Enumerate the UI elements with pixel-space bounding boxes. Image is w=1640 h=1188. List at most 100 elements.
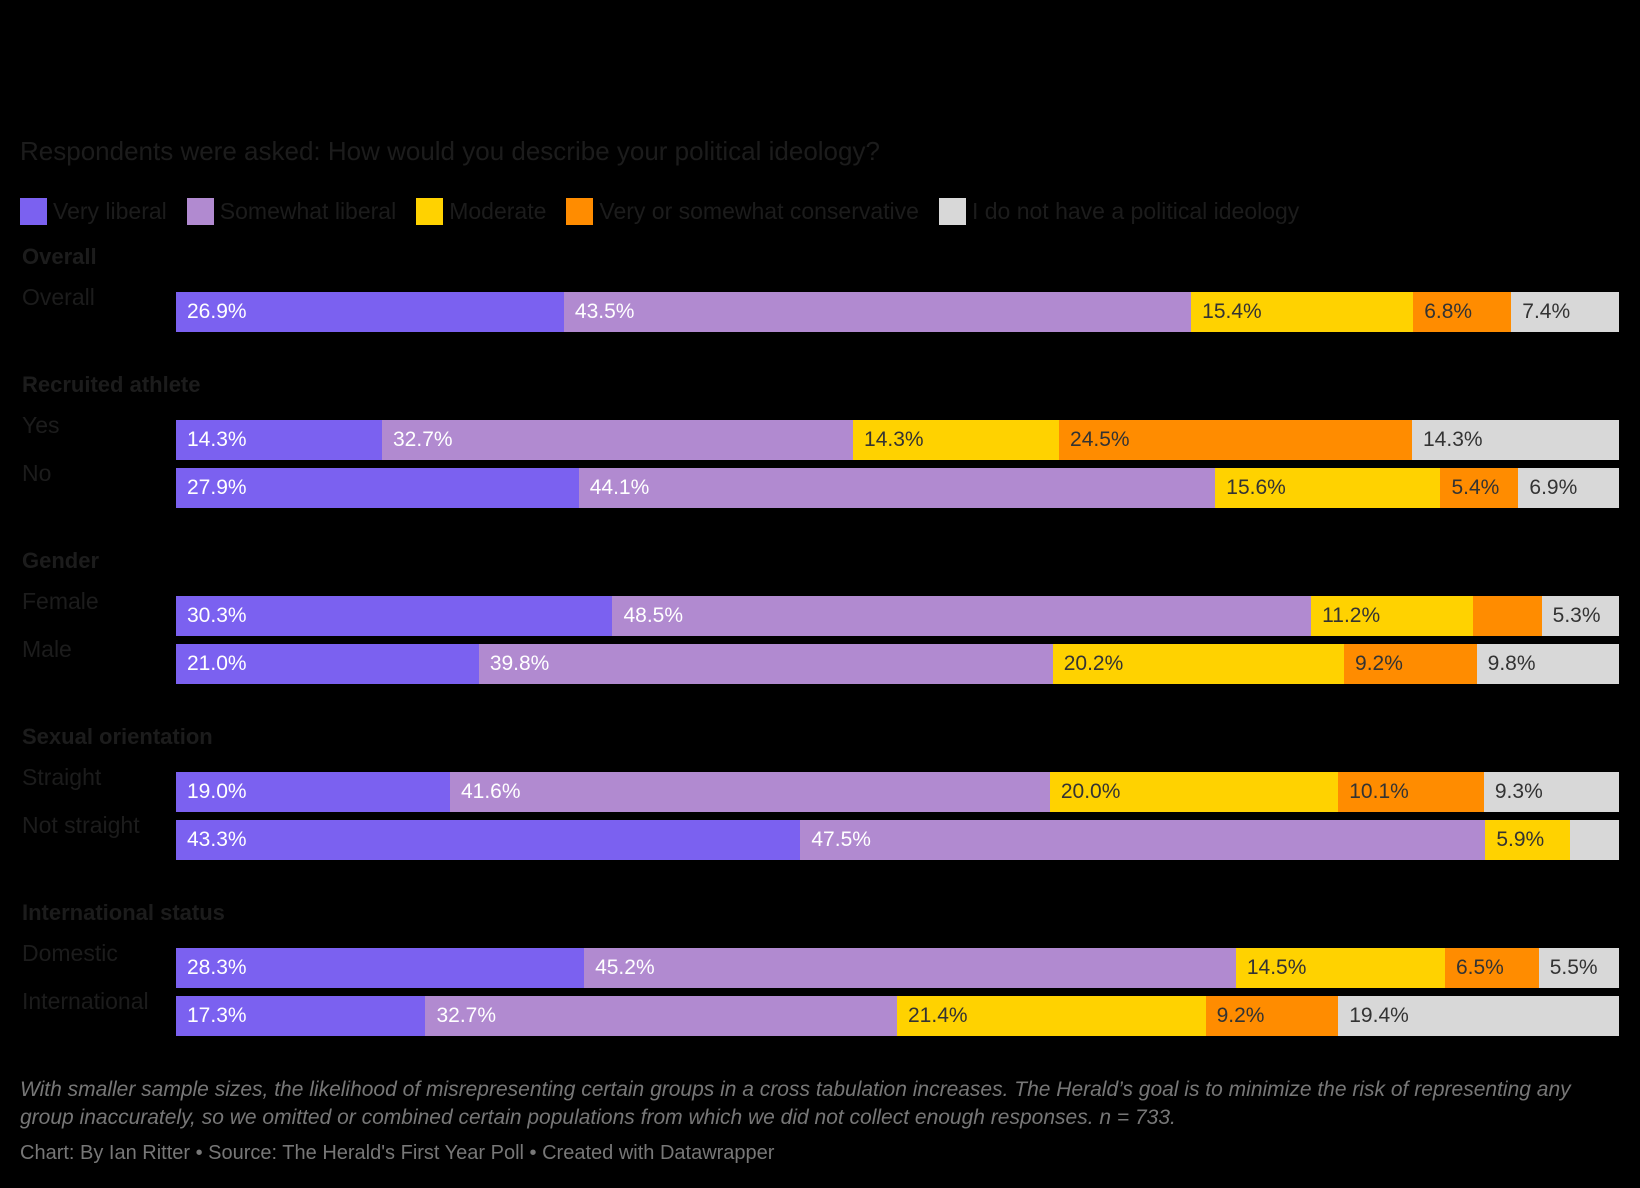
bar-value-label: 6.9%: [1529, 476, 1578, 499]
bar-segment-very-liberal: 27.9%: [176, 468, 580, 508]
bar-segment-conservative: 9.2%: [1344, 644, 1479, 684]
legend-label-very-liberal: Very liberal: [53, 197, 167, 224]
row-label-domestic: Domestic: [22, 940, 118, 966]
bar-straight: 19.0% 41.6% 20.0% 10.1% 9.3%: [176, 772, 1619, 812]
row-label-overall: Overall: [22, 284, 95, 310]
bar-value-label: 39.8%: [489, 652, 550, 675]
bar-segment-moderate: 11.2%: [1311, 596, 1474, 636]
legend-label-conservative: Very or somewhat conservative: [599, 197, 919, 224]
legend-item-moderate: Moderate: [416, 197, 547, 225]
chart-byline: Chart: By Ian Ritter • Source: The Heral…: [20, 1142, 775, 1164]
bar-segment-moderate: 15.6%: [1215, 468, 1442, 508]
bar-segment-very-liberal: 26.9%: [176, 292, 565, 332]
bar-not-straight: 43.3% 47.5% 5.9%: [176, 820, 1620, 860]
bar-domestic: 28.3% 45.2% 14.5% 6.5% 5.5%: [176, 948, 1619, 988]
row-label-international: International: [22, 988, 149, 1014]
bar-value-label: 6.5%: [1455, 956, 1504, 979]
bar-segment-very-liberal: 17.3%: [176, 996, 426, 1036]
bar-segment-moderate: 5.9%: [1485, 820, 1572, 860]
bar-segment-conservative: 9.2%: [1205, 996, 1340, 1036]
bar-value-label: 5.5%: [1549, 956, 1598, 979]
group-title-international-status: International status: [22, 900, 225, 925]
row-label-straight: Straight: [22, 764, 102, 790]
bar-segment-no-ideology: 14.3%: [1412, 420, 1619, 460]
bar-segment-very-liberal: 19.0%: [176, 772, 451, 812]
legend-label-somewhat-liberal: Somewhat liberal: [219, 197, 397, 224]
legend-label-no-ideology: I do not have a political ideology: [971, 197, 1300, 224]
bar-segment-no-ideology: 6.9%: [1518, 468, 1620, 508]
legend-label-moderate: Moderate: [449, 197, 547, 224]
bar-segment-no-ideology: 19.4%: [1338, 996, 1620, 1036]
bar-segment-conservative: 24.5%: [1059, 420, 1414, 460]
chart-legend: Very liberal Somewhat liberal Moderate V…: [20, 196, 1319, 226]
bar-value-label: 19.0%: [187, 780, 247, 803]
bar-segment-moderate: 21.4%: [897, 996, 1207, 1036]
bar-value-label: 47.5%: [811, 828, 871, 851]
bar-segment-very-liberal: 30.3%: [176, 596, 613, 636]
bar-value-label: 43.3%: [187, 828, 247, 851]
bar-segment-somewhat-liberal: 48.5%: [612, 596, 1313, 636]
bar-segment-very-liberal: 21.0%: [176, 644, 480, 684]
bar-athlete-no: 27.9% 44.1% 15.6% 5.4% 6.9%: [176, 468, 1620, 508]
legend-swatch-somewhat-liberal: [186, 197, 214, 225]
bar-value-label: 9.8%: [1487, 652, 1536, 675]
group-title-sexual-orientation: Sexual orientation: [22, 724, 213, 749]
bar-segment-moderate: 20.2%: [1052, 644, 1345, 684]
bar-segment-no-ideology: 5.3%: [1541, 596, 1619, 636]
row-label-female: Female: [22, 588, 99, 614]
group-title-overall: Overall: [22, 244, 97, 269]
bar-value-label: 32.7%: [436, 1004, 497, 1027]
legend-item-conservative: Very or somewhat conservative: [566, 197, 919, 225]
bar-value-label: 14.3%: [1423, 428, 1483, 451]
bar-value-label: 7.4%: [1522, 300, 1571, 323]
bar-segment-conservative: 5.4%: [1440, 468, 1520, 508]
bar-value-label: 5.3%: [1552, 604, 1601, 627]
bar-international: 17.3% 32.7% 21.4% 9.2% 19.4%: [176, 996, 1620, 1036]
bar-segment-moderate: 20.0%: [1049, 772, 1339, 812]
bar-value-label: 24.5%: [1070, 428, 1130, 451]
bar-value-label: 45.2%: [595, 956, 655, 979]
bar-value-label: 20.0%: [1060, 780, 1121, 803]
legend-swatch-no-ideology: [938, 197, 966, 225]
bar-value-label: 20.2%: [1063, 652, 1124, 675]
bar-segment-moderate: 14.5%: [1235, 948, 1446, 988]
bar-segment-no-ideology: 7.4%: [1511, 292, 1620, 332]
bar-segment-very-liberal: 28.3%: [176, 948, 585, 988]
bar-value-label: 9.2%: [1355, 652, 1403, 675]
bar-segment-conservative: 6.8%: [1413, 292, 1513, 332]
bar-value-label: 10.1%: [1349, 780, 1409, 803]
bar-segment-somewhat-liberal: 43.5%: [563, 292, 1192, 332]
bar-segment-moderate: 14.3%: [853, 420, 1061, 460]
chart-notes: With smaller sample sizes, the likelihoo…: [20, 1078, 1571, 1129]
bar-segment-somewhat-liberal: 47.5%: [800, 820, 1487, 860]
row-label-male: Male: [22, 636, 72, 662]
bar-value-label: 21.0%: [187, 652, 247, 675]
bar-value-label: 17.3%: [187, 1004, 247, 1027]
bar-athlete-yes: 14.3% 32.7% 14.3% 24.5% 14.3%: [176, 420, 1619, 460]
bar-segment-no-ideology: [1570, 820, 1620, 860]
bar-value-label: 14.3%: [864, 428, 924, 451]
bar-value-label: 19.4%: [1349, 1004, 1409, 1027]
bar-segment-moderate: 15.4%: [1191, 292, 1415, 332]
group-title-gender: Gender: [22, 548, 100, 573]
bar-segment-somewhat-liberal: 39.8%: [478, 644, 1054, 684]
bar-value-label: 30.3%: [187, 604, 247, 627]
group-title-recruited-athlete: Recruited athlete: [22, 372, 201, 397]
bar-segment-somewhat-liberal: 32.7%: [382, 420, 854, 460]
bar-value-label: 15.4%: [1202, 300, 1262, 323]
row-label-no: No: [22, 460, 52, 486]
bar-value-label: 41.6%: [460, 780, 521, 803]
chart-subtitle: Respondents were asked: How would you de…: [20, 136, 880, 166]
bar-segment-no-ideology: 9.8%: [1476, 644, 1619, 684]
legend-swatch-conservative: [566, 197, 594, 225]
bar-segment-very-liberal: 14.3%: [176, 420, 383, 460]
bar-segment-conservative: [1472, 596, 1543, 636]
bar-value-label: 5.4%: [1451, 476, 1500, 499]
bar-value-label: 14.5%: [1246, 956, 1307, 979]
bar-value-label: 11.2%: [1322, 604, 1381, 627]
bar-segment-somewhat-liberal: 41.6%: [449, 772, 1051, 812]
bar-segment-somewhat-liberal: 32.7%: [425, 996, 899, 1036]
bar-value-label: 26.9%: [187, 300, 247, 323]
legend-item-somewhat-liberal: Somewhat liberal: [186, 197, 397, 225]
legend-item-very-liberal: Very liberal: [20, 197, 167, 225]
